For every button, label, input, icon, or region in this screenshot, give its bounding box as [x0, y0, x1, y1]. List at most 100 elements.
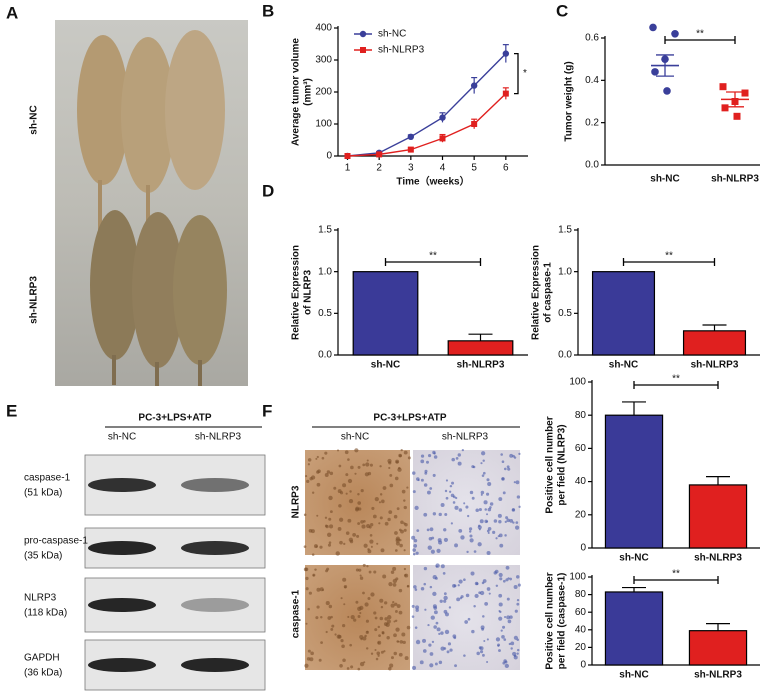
cell — [444, 489, 448, 493]
cell — [518, 452, 521, 456]
cell — [320, 616, 323, 619]
cell — [307, 463, 310, 466]
cell — [486, 660, 489, 664]
blot-band — [181, 478, 249, 492]
cell — [414, 626, 418, 629]
cell — [499, 577, 503, 581]
cell — [352, 532, 357, 537]
cell — [365, 462, 370, 467]
cell — [360, 637, 363, 641]
cell — [434, 662, 438, 666]
point — [439, 135, 446, 142]
panel-letter: E — [6, 401, 17, 420]
cell — [438, 512, 442, 517]
cell — [423, 512, 428, 517]
cell — [516, 602, 520, 606]
group-label: sh-NC — [29, 105, 40, 134]
cell — [326, 470, 331, 474]
cell — [420, 454, 425, 458]
cell — [515, 480, 520, 485]
cell — [512, 521, 515, 524]
y-tick-label: 0 — [326, 151, 332, 162]
cell — [394, 476, 399, 481]
cell — [507, 577, 510, 580]
cell — [311, 491, 315, 494]
cell — [411, 535, 416, 540]
cell — [465, 593, 470, 598]
cell — [333, 486, 337, 490]
cell — [463, 578, 466, 582]
cell — [362, 563, 366, 567]
cell — [359, 612, 362, 615]
cell — [357, 493, 360, 496]
cell — [413, 585, 417, 589]
legend-label: sh-NLRP3 — [378, 45, 425, 56]
y-tick-label: 40 — [575, 476, 587, 487]
cell — [438, 632, 441, 635]
point — [651, 68, 659, 76]
cell — [486, 587, 491, 591]
cell — [395, 541, 400, 546]
cell — [373, 611, 377, 615]
y-tick-label: 0.5 — [318, 308, 332, 319]
cell — [315, 616, 319, 620]
y-tick-label: 60 — [575, 607, 587, 618]
x-tick-label: sh-NLRP3 — [691, 360, 739, 371]
cell — [498, 616, 503, 621]
cell — [514, 609, 518, 613]
cell — [482, 459, 485, 462]
cell — [505, 565, 510, 570]
cell — [502, 625, 506, 629]
cell — [480, 490, 485, 495]
cell — [426, 528, 430, 532]
ihc-image — [305, 565, 410, 670]
x-tick-label: sh-NLRP3 — [694, 553, 742, 564]
cell — [430, 615, 435, 620]
point — [721, 104, 729, 112]
cell — [471, 465, 475, 469]
group-label: sh-NLRP3 — [29, 276, 40, 324]
cell — [313, 544, 318, 549]
cell — [403, 528, 407, 532]
cell — [515, 521, 519, 524]
point — [471, 121, 478, 127]
cell — [395, 610, 398, 613]
cell — [335, 551, 340, 556]
cell — [513, 481, 516, 484]
cell — [440, 564, 445, 569]
cell — [446, 650, 450, 654]
column-label: sh-NLRP3 — [195, 432, 242, 443]
cell — [360, 489, 364, 493]
cell — [306, 479, 310, 484]
cell — [517, 583, 521, 587]
cell — [354, 472, 357, 475]
cell — [478, 591, 481, 595]
cell — [443, 595, 448, 601]
y-tick-label: 1.5 — [318, 225, 332, 236]
y-tick-label: 100 — [569, 572, 586, 583]
cell — [395, 536, 401, 541]
cell — [325, 601, 330, 606]
cell — [379, 598, 384, 603]
cell — [305, 587, 309, 591]
cell — [406, 625, 411, 630]
cell — [470, 571, 475, 576]
cell — [479, 646, 484, 651]
cell — [327, 543, 332, 547]
cell — [398, 588, 403, 593]
cell — [386, 636, 390, 640]
cell — [370, 523, 374, 527]
legend-marker — [360, 47, 366, 53]
cell — [505, 516, 509, 520]
cell — [478, 508, 482, 512]
cell — [304, 567, 309, 572]
point — [719, 83, 727, 91]
y-tick-label: 0.0 — [558, 350, 572, 361]
cell — [394, 619, 398, 622]
blot-band — [88, 598, 156, 612]
cell — [395, 460, 399, 464]
cell — [330, 627, 334, 631]
cell — [350, 615, 355, 620]
cell — [467, 617, 471, 621]
